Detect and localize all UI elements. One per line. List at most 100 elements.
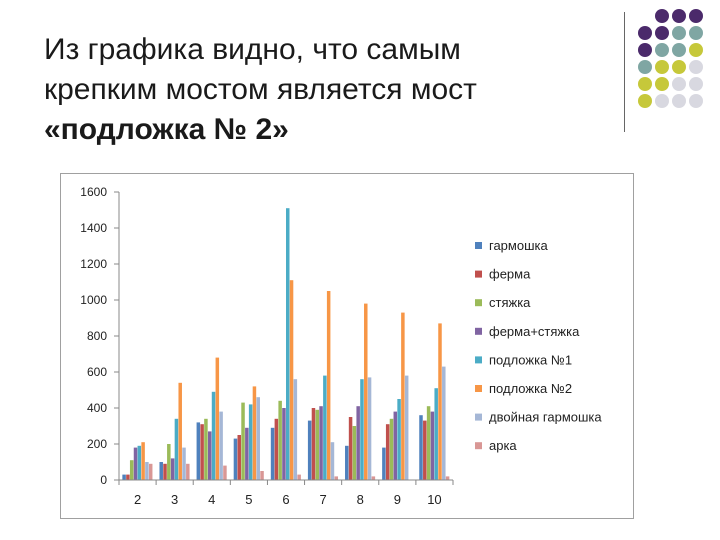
bar [334,476,339,480]
bar [404,375,409,480]
bar [233,438,238,480]
bar [133,447,138,480]
bar [207,431,212,480]
decor-dot [655,77,669,91]
bar-chart: 0 200 400 600 800 1000 1200 1400 1600 2 3 4 5 6 7 8 9 10 г… [80,185,602,507]
bar [297,474,301,480]
bar [260,471,264,480]
decor-dot [689,26,703,40]
bar [245,427,249,480]
bar [307,420,312,480]
x-tick-label: 4 [208,492,215,507]
bar [278,400,282,480]
y-tick-label: 800 [87,329,107,343]
bar [282,408,286,480]
bar [215,357,220,480]
bar [345,445,349,480]
bar [311,408,316,480]
legend-swatch [475,327,482,335]
legend-label: подложка №1 [489,352,572,367]
bar [170,458,175,480]
bar [360,379,364,480]
x-tick-label: 7 [319,492,326,507]
bar [356,406,360,480]
decor-dot [689,60,703,74]
decor-divider [624,12,625,132]
title-line-2: крепким мостом является мост [44,73,477,106]
bar [401,312,405,480]
bar [126,474,130,480]
bar [159,462,163,480]
y-tick-label: 1600 [80,185,107,199]
bar [186,463,190,480]
bar [196,422,201,480]
bar [178,382,182,480]
decor-dot [672,94,686,108]
bar [129,460,134,480]
decor-dot [655,94,669,108]
x-tick-label: 2 [134,492,141,507]
bar [122,474,126,480]
x-tick-label: 8 [357,492,364,507]
bar [389,418,394,480]
decor-dot [638,43,652,57]
bar [367,377,372,480]
bar [256,397,260,480]
bar [241,402,245,480]
bar [323,375,327,480]
title-line-1: Из графика видно, что самым [44,33,461,66]
bar [319,406,323,480]
bar [145,462,149,480]
bar [223,465,227,480]
bar [286,208,290,480]
bar [293,379,298,480]
bar [426,406,431,480]
chart-frame: 0 200 400 600 800 1000 1200 1400 1600 2 3 4 5 6 7 8 9 10 г… [60,173,634,519]
decor-dot [638,60,652,74]
bar [204,418,208,480]
bar [364,303,368,480]
y-tick-label: 200 [87,437,107,451]
legend-label: ферма+стяжка [489,324,580,339]
y-tick-label: 1400 [80,221,107,235]
legend-swatch [475,270,482,278]
bar [371,476,376,480]
decor-dot [672,9,686,23]
bar [167,444,171,480]
bar [348,417,353,480]
bar [137,445,142,480]
bar [393,411,398,480]
legend-label: гармошка [489,238,548,253]
y-tick-label: 0 [100,473,107,487]
bar [397,399,401,480]
bar [315,409,320,480]
bar [419,415,423,480]
legend-swatch [475,442,482,450]
bar [270,427,275,480]
bar [252,386,257,480]
bar [352,426,357,480]
decor-dot [655,60,669,74]
bar [211,391,216,480]
bar [237,435,241,480]
legend-label: ферма [489,267,531,282]
decor-dot [655,9,669,23]
bar [174,418,179,480]
x-tick-label: 3 [171,492,178,507]
decor-dot [689,43,703,57]
bar [330,442,335,480]
legend-swatch [475,242,482,249]
legend-label: двойная гармошка [489,410,602,425]
y-tick-label: 400 [87,401,107,415]
legend-label: подложка №2 [489,381,572,396]
decor-dot [672,43,686,57]
bar [274,418,279,480]
bar [163,463,167,480]
decor-dot [689,9,703,23]
legend-swatch [475,356,482,364]
legend-label: арка [489,438,517,453]
decor-dot [638,94,652,108]
slide-title: Из графика видно, что самым крепким мост… [44,30,604,150]
bar [182,447,186,480]
bar [385,424,390,480]
